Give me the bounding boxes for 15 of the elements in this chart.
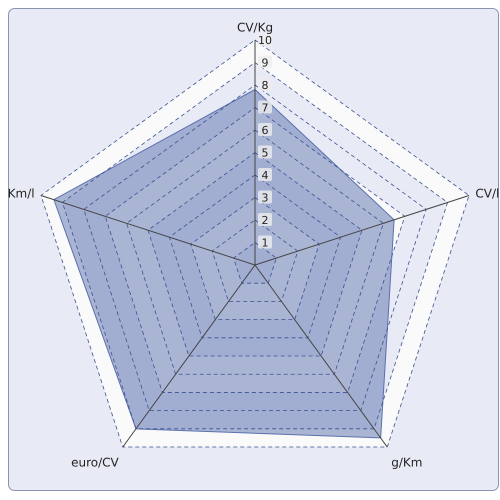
y-tick-label: 10 — [258, 34, 272, 47]
y-tick-label: 2 — [262, 214, 268, 227]
y-tick-label: 7 — [262, 102, 268, 114]
y-tick-label: 3 — [262, 192, 268, 204]
spoke-label: CV/l — [475, 186, 500, 200]
spoke-label: CV/Kg — [236, 20, 274, 34]
y-tick-label: 8 — [262, 79, 268, 92]
y-tick-label: 1 — [262, 236, 268, 250]
y-tick-label: 6 — [262, 124, 268, 137]
spoke-label: Km/l — [8, 186, 35, 200]
y-tick-label: 4 — [262, 169, 268, 182]
spoke-label: g/Km — [391, 455, 422, 470]
spoke-label: euro/CV — [71, 455, 120, 470]
y-tick-label: 5 — [262, 146, 268, 160]
y-tick-label: 9 — [262, 56, 268, 70]
